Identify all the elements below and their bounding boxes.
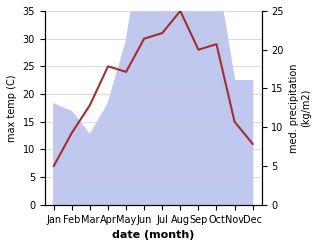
Y-axis label: max temp (C): max temp (C) bbox=[7, 74, 17, 142]
X-axis label: date (month): date (month) bbox=[112, 230, 194, 240]
Y-axis label: med. precipitation
(kg/m2): med. precipitation (kg/m2) bbox=[289, 63, 311, 153]
